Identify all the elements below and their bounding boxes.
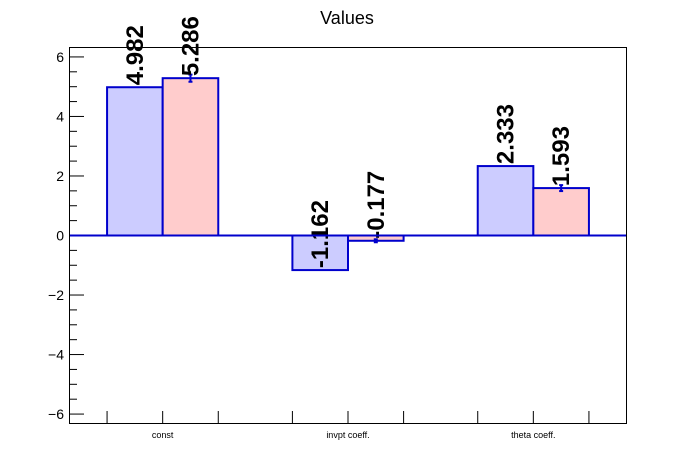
- plot-frame: [69, 47, 627, 424]
- bar: [161, 77, 220, 237]
- y-tick-label: 2: [56, 168, 64, 184]
- bar: [532, 187, 590, 237]
- bar-value-label: -0.177: [363, 171, 390, 239]
- chart-title: Values: [320, 8, 374, 28]
- y-tick-label: 6: [56, 49, 64, 65]
- y-tick-label: −6: [48, 406, 64, 422]
- y-tick-label: −2: [48, 287, 64, 303]
- y-tick-label: 0: [56, 228, 64, 244]
- x-tick-label: const: [152, 430, 174, 440]
- x-axis: const invpt coeff. theta coeff.: [106, 411, 590, 440]
- bar-value-label: 2.333: [493, 104, 520, 164]
- bars: [106, 73, 590, 272]
- bar-value-label: 5.286: [177, 16, 204, 76]
- x-tick-label: invpt coeff.: [326, 430, 369, 440]
- bar-value-label: -1.162: [307, 200, 334, 268]
- bar-labels: 4.982 -1.162 2.333 5.286 -0.177 1.593: [122, 16, 575, 268]
- bar: [476, 165, 535, 237]
- y-tick-label: 4: [56, 108, 64, 124]
- x-tick-label: theta coeff.: [511, 430, 555, 440]
- bar: [291, 234, 349, 272]
- y-tick-label: −4: [48, 347, 64, 363]
- bar-value-label: 4.982: [122, 25, 149, 85]
- bar-value-label: 1.593: [548, 126, 575, 186]
- bar: [106, 86, 164, 237]
